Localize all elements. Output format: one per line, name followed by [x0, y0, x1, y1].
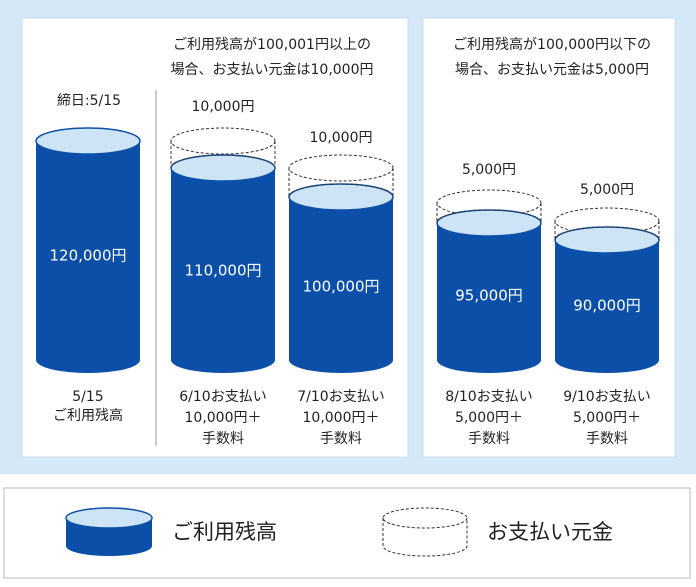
caption: 10,000円＋	[303, 410, 380, 426]
caption: ご利用残高	[53, 407, 123, 424]
payment-outline	[436, 203, 542, 223]
caption: 5/15	[72, 389, 103, 405]
payment-outline	[170, 141, 276, 168]
caption: 9/10お支払い	[563, 389, 650, 405]
caption: 5,000円＋	[573, 410, 641, 426]
caption: 6/10お支払い	[179, 389, 266, 405]
payment-label: 5,000円	[462, 162, 516, 178]
caption: 手数料	[320, 431, 362, 447]
caption: 手数料	[586, 431, 628, 447]
cylinder-body	[36, 141, 140, 373]
caption: 手数料	[468, 431, 510, 447]
caption: 8/10お支払い	[445, 389, 532, 405]
legend-dashed	[382, 518, 468, 557]
caption: 5,000円＋	[455, 410, 523, 426]
cylinder-body	[555, 240, 659, 373]
payment-outline	[288, 183, 394, 198]
balance-amount: 110,000円	[184, 262, 261, 280]
legend-icons	[65, 507, 468, 557]
balance-amount: 95,000円	[455, 287, 523, 305]
payment-outline	[288, 154, 394, 182]
cylinder-body	[171, 168, 275, 373]
balance-amount: 90,000円	[573, 297, 641, 315]
legend-label: ご利用残高	[172, 520, 277, 544]
payment-label: 5,000円	[580, 182, 634, 198]
balance-amount: 100,000円	[302, 278, 379, 296]
payment-outline	[170, 127, 276, 155]
payment-outline	[436, 209, 542, 224]
payment-outline	[554, 221, 660, 240]
cutoff-label: 締日:5/15	[57, 92, 121, 109]
legend-dashed	[382, 507, 468, 529]
cylinder-body	[66, 518, 152, 556]
caption: 10,000円＋	[185, 410, 262, 426]
payment-outline	[170, 154, 276, 169]
cylinder-body	[437, 223, 541, 373]
cylinders: 120,000円 5/15 ご利用残高 10,000円 110,000円 6/10お支払い…	[35, 99, 660, 447]
header-text: ご利用残高が100,001円以上の	[173, 36, 371, 53]
header-text: 場合、お支払い元金は5,000円	[455, 62, 649, 78]
legend-label: お支払い元金	[487, 520, 613, 544]
cylinder-body	[289, 197, 393, 373]
balance-amount: 120,000円	[49, 247, 126, 265]
payment-label: 10,000円	[192, 99, 255, 115]
header-text: 場合、お支払い元金は10,000円	[171, 62, 374, 78]
caption: 7/10お支払い	[297, 389, 384, 405]
payment-label: 10,000円	[310, 130, 373, 146]
cylinder-top	[65, 507, 153, 529]
caption: 手数料	[202, 431, 244, 447]
payment-outline	[554, 226, 660, 241]
header-text: ご利用残高が100,000円以下の	[453, 36, 651, 53]
cylinder-top	[35, 127, 141, 155]
